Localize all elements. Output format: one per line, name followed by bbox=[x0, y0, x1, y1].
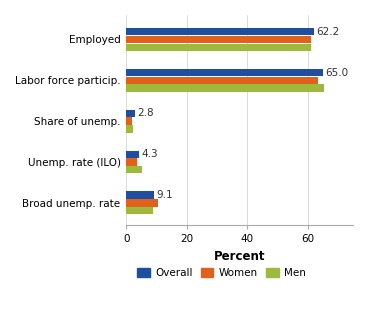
Bar bbox=[126, 207, 153, 214]
Text: 65.0: 65.0 bbox=[325, 68, 348, 78]
Bar bbox=[126, 44, 311, 51]
Bar bbox=[126, 125, 134, 133]
Text: 4.3: 4.3 bbox=[142, 149, 158, 159]
Bar bbox=[126, 158, 137, 166]
Bar bbox=[126, 69, 323, 76]
Bar bbox=[126, 84, 324, 92]
Text: 9.1: 9.1 bbox=[156, 190, 173, 200]
Bar bbox=[126, 110, 135, 117]
Bar bbox=[126, 28, 314, 36]
Bar bbox=[126, 192, 154, 199]
X-axis label: Percent: Percent bbox=[214, 250, 265, 263]
Text: 62.2: 62.2 bbox=[317, 27, 340, 37]
Bar bbox=[126, 118, 132, 125]
Bar bbox=[126, 166, 142, 173]
Bar bbox=[126, 77, 318, 84]
Bar bbox=[126, 151, 139, 158]
Bar bbox=[126, 199, 158, 206]
Bar bbox=[126, 36, 311, 43]
Legend: Overall, Women, Men: Overall, Women, Men bbox=[133, 264, 310, 283]
Text: 2.8: 2.8 bbox=[137, 109, 154, 119]
